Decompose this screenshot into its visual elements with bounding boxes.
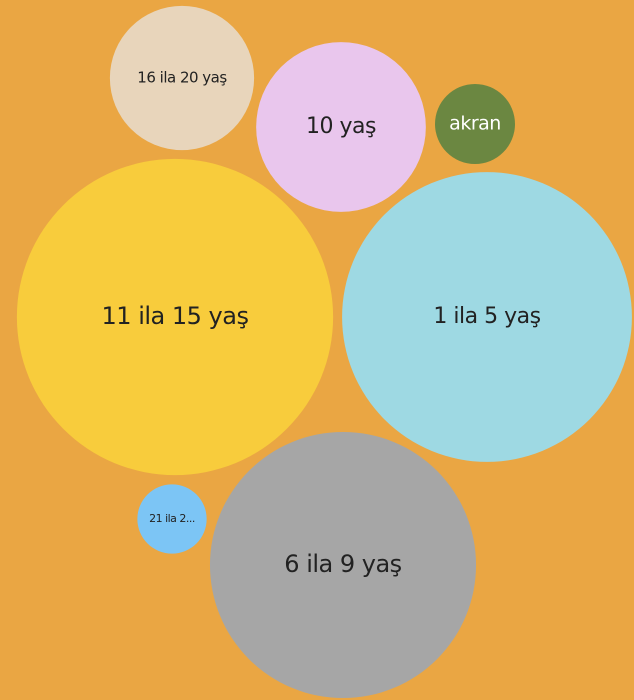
bubble-label: 6 ila 9 yaş [284, 550, 401, 578]
bubble-label: 1 ila 5 yaş [433, 304, 540, 329]
bubble [342, 172, 632, 462]
bubble [435, 84, 515, 164]
bubble-label: 21 ila 2... [149, 512, 195, 525]
bubble [256, 42, 426, 212]
bubble-label: akran [449, 113, 501, 135]
bubble [109, 5, 255, 151]
bubble-label: 10 yaş [306, 114, 376, 139]
bubble-label: 11 ila 15 yaş [102, 302, 249, 330]
bubble [137, 484, 207, 554]
bubble [209, 431, 477, 699]
bubble [16, 158, 334, 476]
bubble-label: 16 ila 20 yaş [137, 69, 227, 87]
